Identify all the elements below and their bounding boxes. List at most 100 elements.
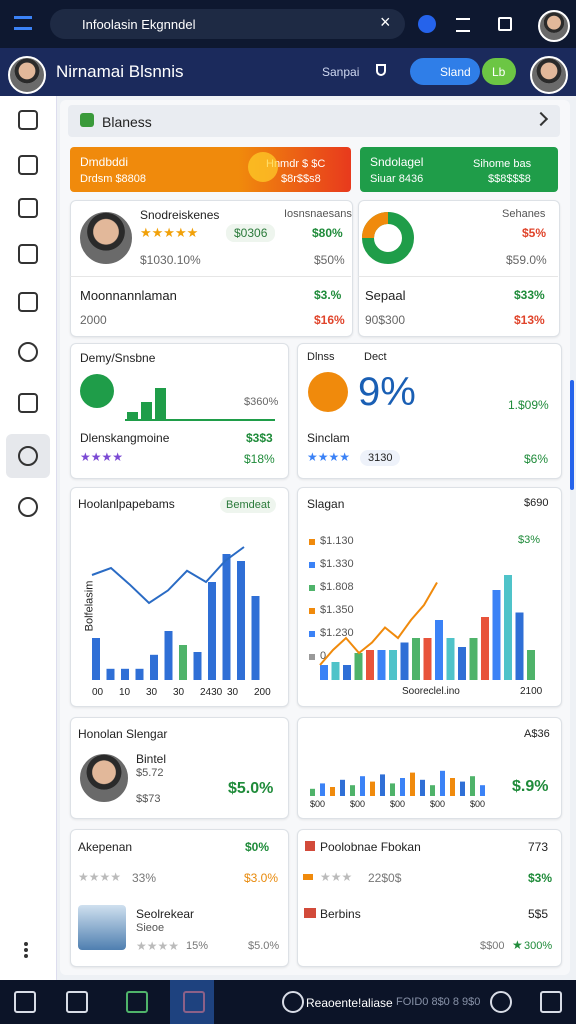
text: Poolobnae Fbokan [320,840,421,854]
sidebar-icon[interactable] [18,110,38,130]
bar [343,665,351,680]
sidebar-icon[interactable] [18,393,38,413]
sidebar-icon[interactable] [18,155,38,175]
bar [320,665,328,680]
text: 5$5 [528,907,549,921]
text: $5.72 [136,767,164,779]
text: Sooreclel.ino [402,686,460,697]
sidebar-icon[interactable] [18,342,38,362]
text: $5.0% [228,780,274,797]
divider [70,276,351,277]
bar [504,575,512,680]
text: $5.0% [248,940,280,952]
bar [458,647,466,680]
text: $16% [314,313,345,327]
taskbar-active [170,980,214,1024]
taskbar-icon[interactable] [66,991,88,1013]
list-icon [305,841,315,851]
text: 00 [92,687,104,698]
sidebar-icon[interactable] [18,198,38,218]
text: Demy/Snsbne [80,351,156,365]
header-icon[interactable] [376,64,386,76]
filter-icon[interactable] [456,18,470,32]
bar [412,638,420,680]
text: $690 [524,497,549,509]
legend-swatch [309,585,315,591]
sidebar-icon[interactable] [18,446,38,466]
header-button-1[interactable] [410,58,480,85]
text: 90$300 [365,313,406,327]
text: 0 [320,650,327,662]
square-icon[interactable] [498,17,512,31]
sidebar-icon[interactable] [18,292,38,312]
browser-icon[interactable] [418,15,436,33]
section-header [68,105,560,137]
bar [481,617,489,680]
text: Slagan [307,497,345,511]
bar [366,650,374,680]
text: $50% [314,253,345,267]
bar [222,554,231,680]
taskbar-icon[interactable] [282,991,304,1013]
bar [410,772,415,796]
close-button[interactable]: × [380,12,391,32]
stars: ★★★★ [78,870,122,884]
text: $00 [390,799,406,809]
card [297,829,562,967]
bar [208,582,216,680]
header-avatar-2 [530,56,568,94]
card [70,343,289,479]
text: Akepenan [78,840,133,854]
text: Sepaal [365,288,406,303]
text: $1.808 [320,581,354,593]
url-field[interactable] [50,9,405,39]
header-button-2[interactable] [482,58,516,85]
text: $00 [310,799,326,809]
banner [70,147,351,192]
bar [106,668,115,680]
bar [380,774,385,796]
text: 33% [132,871,157,885]
bar [389,650,397,680]
text: Bemdeat [220,497,277,513]
stars: ★★★★★ [140,225,199,240]
text: Drdsm $8808 [80,173,147,185]
sidebar-icon[interactable] [18,244,38,264]
text: Hnmdr $ $C [266,158,326,170]
taskbar-icon[interactable] [540,991,562,1013]
taskbar-icon[interactable] [126,991,148,1013]
bar [460,781,465,796]
text: Iosnsnaesans [284,208,352,220]
bar [127,412,138,420]
user-avatar[interactable] [538,10,570,42]
sidebar [0,96,57,980]
taskbar-icon[interactable] [490,991,512,1013]
chart [310,770,485,796]
bar [469,638,478,680]
text: $1.130 [320,535,354,547]
card [297,717,562,819]
text: 30 [173,687,185,698]
bar [370,781,375,796]
text: Sndolagel [370,155,424,169]
chart [362,212,414,264]
menu-icon[interactable] [14,16,32,30]
list-swatch [303,874,313,880]
chart [319,575,535,680]
text: $0306 [226,224,276,242]
text: 3130 [360,450,401,466]
stars: ★★★★ [136,939,180,953]
text: 30 [146,687,158,698]
bar [150,654,158,680]
bar [237,561,245,680]
sidebar-icon[interactable] [18,497,38,517]
bar [350,785,355,796]
text: Hoolanlpapebams [78,497,175,511]
line [91,546,245,605]
sidebar-more[interactable] [24,942,32,958]
text: $3% [518,534,541,546]
taskbar-icon[interactable] [14,991,36,1013]
header-link[interactable]: Sanpai [322,65,360,79]
text: Siuar 8436 [370,173,424,185]
